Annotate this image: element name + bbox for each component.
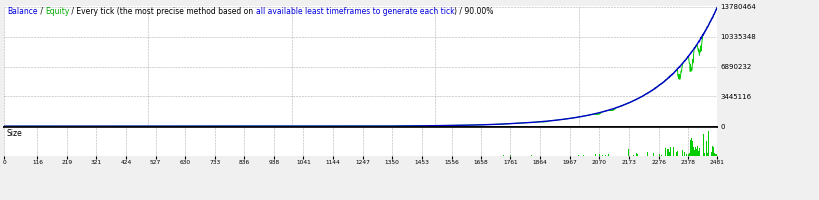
Text: Size: Size (7, 129, 23, 138)
Text: all available least timeframes to generate each tick: all available least timeframes to genera… (256, 7, 454, 16)
Text: /: / (38, 7, 45, 16)
Text: Balance: Balance (7, 7, 38, 16)
Text: ) / 90.00%: ) / 90.00% (454, 7, 493, 16)
Text: / Every tick (the most precise method based on: / Every tick (the most precise method ba… (70, 7, 256, 16)
Text: Equity: Equity (45, 7, 70, 16)
